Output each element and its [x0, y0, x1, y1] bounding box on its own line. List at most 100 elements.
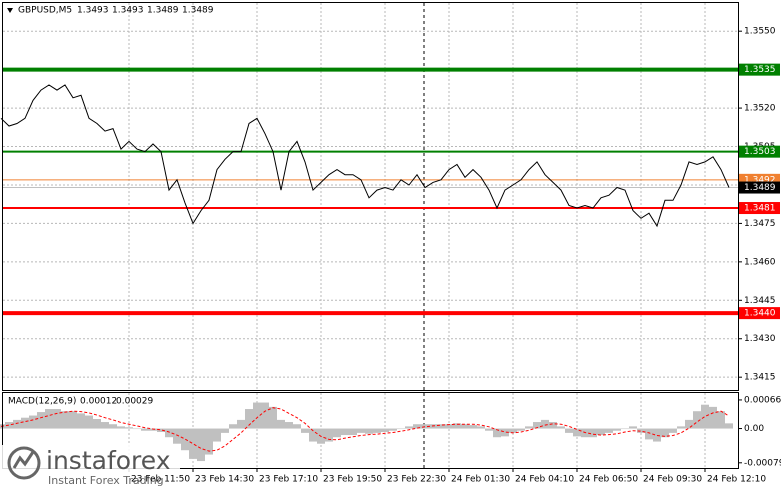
macd-bar: [685, 419, 693, 429]
x-tick-label: 23 Feb 22:30: [387, 475, 446, 485]
macd-bar: [397, 428, 405, 430]
x-tick-label: 23 Feb 11:50: [131, 475, 190, 485]
macd-bar: [501, 428, 509, 437]
macd-bar: [101, 422, 109, 429]
macd-bar: [541, 419, 549, 429]
macd-bar: [389, 428, 397, 431]
macd-bar: [445, 424, 453, 429]
level-label: 1.3492: [744, 175, 776, 185]
macd-bar: [141, 428, 149, 431]
macd-bar: [573, 428, 581, 437]
macd-bar: [373, 428, 381, 433]
watermark-bg: [0, 445, 180, 489]
ohlc-value: 1.3493: [77, 6, 109, 16]
macd-bar: [485, 428, 493, 431]
macd-bar: [221, 428, 229, 433]
macd-bar: [21, 417, 29, 429]
macd-bar: [253, 402, 261, 429]
x-tick-label: 23 Feb 14:30: [195, 475, 254, 485]
macd-bar: [109, 424, 117, 429]
y-tick-label: 1.3550: [744, 27, 776, 37]
macd-bar: [301, 428, 309, 433]
level-label-box: [739, 202, 780, 215]
level-label-box: [739, 307, 780, 320]
y-tick-label: 1.3460: [744, 257, 776, 267]
macd-bar: [5, 422, 13, 429]
macd-bar: [613, 428, 621, 431]
macd-bar: [245, 409, 253, 429]
macd-bar: [149, 428, 157, 431]
macd-bar: [229, 424, 237, 429]
y-tick-label: 1.3430: [744, 334, 776, 344]
macd-bar: [493, 428, 501, 438]
x-tick-label: 24 Feb 09:30: [643, 475, 702, 485]
macd-bar: [461, 424, 469, 429]
y-tick-label: 1.3475: [744, 219, 776, 229]
level-label-box: [739, 63, 780, 76]
macd-bar: [653, 428, 661, 442]
macd-bar: [261, 402, 269, 429]
macd-bar: [61, 411, 69, 429]
level-label-box: [739, 145, 780, 158]
y-tick-label: 1.3415: [744, 373, 776, 383]
plot-layer: 1.34151.34301.34451.34601.34751.34901.35…: [0, 27, 781, 472]
macd-bar: [621, 428, 629, 430]
macd-bar: [133, 428, 141, 430]
logo-icon: [7, 446, 41, 480]
macd-bar: [117, 426, 125, 429]
macd-bar: [277, 419, 285, 429]
macd-bar: [165, 428, 173, 438]
macd-bar: [637, 428, 645, 433]
chart-title: GBPUSD,M5: [18, 6, 72, 16]
macd-bar: [285, 422, 293, 429]
current-price-box: [739, 181, 780, 194]
macd-bar: [437, 424, 445, 429]
macd-bar: [93, 419, 101, 429]
brand: instaforex: [46, 446, 171, 475]
macd-bar: [605, 428, 613, 433]
macd-bar: [709, 406, 717, 429]
price-line: [0, 84, 730, 228]
macd-signal-value: 0.00029: [116, 397, 153, 407]
macd-bar: [413, 424, 421, 429]
y-tick-label: 1.3520: [744, 104, 776, 114]
macd-bar: [45, 409, 53, 429]
y-tick-label: 0.00066: [744, 395, 781, 405]
macd-bar: [469, 425, 477, 429]
macd-bar: [349, 428, 357, 436]
level-label: 1.3535: [744, 65, 776, 75]
macd-title: MACD(12,26,9): [8, 397, 76, 407]
macd-bar: [125, 427, 133, 429]
y-tick-label: 0.00: [744, 424, 764, 434]
x-tick-label: 23 Feb 19:50: [323, 475, 382, 485]
x-tick-label: 23 Feb 17:10: [259, 475, 318, 485]
macd-bar: [205, 428, 213, 455]
macd-bar: [565, 428, 573, 433]
macd-bar: [549, 422, 557, 429]
macd-main-value: 0.00012: [80, 397, 117, 407]
macd-bar: [69, 411, 77, 429]
macd-bar: [197, 428, 205, 462]
macd-bar: [517, 428, 525, 431]
level-label: 1.3440: [744, 309, 776, 319]
macd-bar: [557, 426, 565, 429]
macd-bar: [669, 428, 677, 433]
macd-bar: [509, 428, 517, 433]
ohlc-value: 1.3493: [112, 6, 144, 16]
x-tick-label: 24 Feb 12:10: [707, 475, 766, 485]
macd-bar: [477, 426, 485, 429]
macd-frame: [2, 392, 739, 469]
macd-bar: [237, 419, 245, 429]
macd-bar: [53, 409, 61, 429]
macd-bar: [157, 428, 165, 433]
macd-bar: [533, 422, 541, 429]
collapse-icon[interactable]: [7, 8, 13, 13]
macd-bar: [269, 406, 277, 429]
macd-bar: [13, 419, 21, 429]
level-label: 1.3481: [744, 204, 776, 214]
macd-bar: [421, 424, 429, 429]
macd-bar: [661, 428, 669, 438]
macd-bar: [325, 428, 333, 442]
macd-bar: [37, 412, 45, 429]
